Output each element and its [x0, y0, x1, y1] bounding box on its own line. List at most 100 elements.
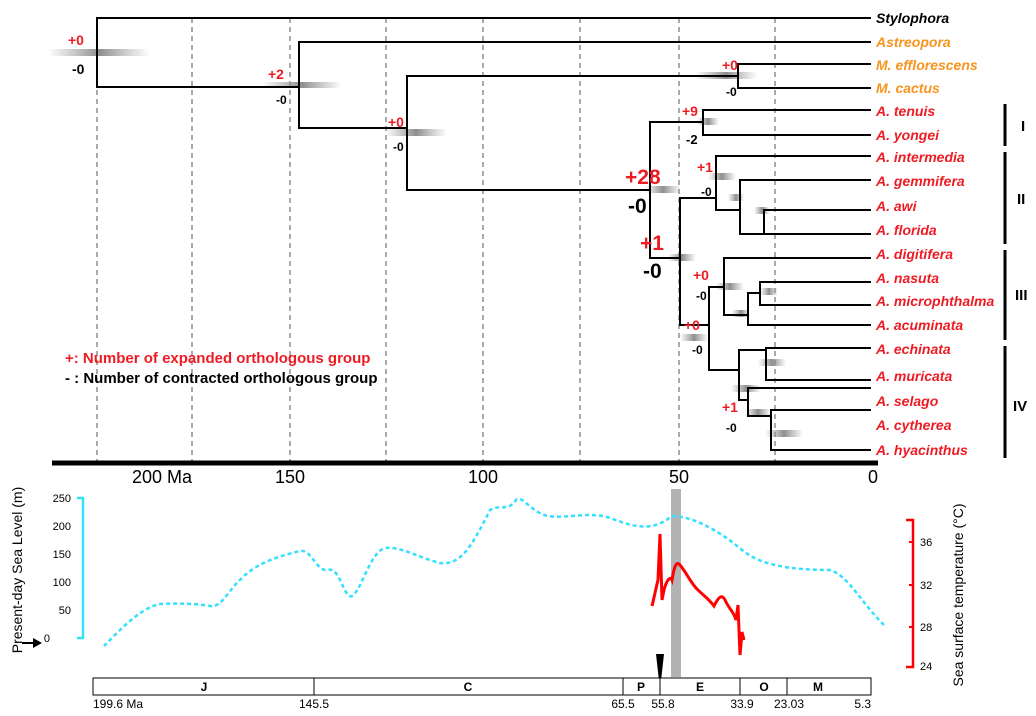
node-bar	[745, 409, 771, 416]
sea-level-tick-label: 250	[53, 493, 71, 505]
node-bar	[48, 49, 150, 56]
boundary-age: 145.5	[299, 697, 329, 711]
node-change-labels: +0 -0 +2 -0 +0 -0 +0 -0 +9 -2 +28 -0 +1 …	[68, 32, 738, 435]
clade-label: IV	[1013, 398, 1027, 415]
sst-curve	[650, 533, 746, 656]
node-bar	[728, 194, 744, 201]
expanded-count: +0	[693, 267, 709, 283]
contracted-count: -0	[276, 93, 287, 107]
boundary-age: 5.3	[854, 697, 871, 711]
period-label: P	[637, 680, 645, 694]
expanded-count: +0	[684, 317, 700, 333]
branch	[96, 17, 871, 88]
taxon-label: A. intermedia	[875, 149, 965, 165]
contracted-count: -0	[692, 343, 703, 357]
taxon-label: M. cactus	[876, 80, 940, 96]
branch	[737, 63, 871, 89]
taxon-label: A. yongei	[875, 127, 940, 143]
clade-label: I	[1021, 118, 1025, 135]
taxon-label: A. muricata	[875, 368, 952, 384]
clade-label: III	[1015, 287, 1028, 304]
event-highlight-band	[671, 489, 681, 677]
taxon-label: A. microphthalma	[875, 293, 994, 309]
clade-brackets: I II III IV	[1003, 104, 1028, 458]
time-axis: 200 Ma 150 100 50 0	[52, 460, 878, 487]
branch	[679, 197, 717, 326]
taxon-label: A. cytherea	[875, 417, 952, 433]
branch	[747, 292, 871, 326]
period-bar	[92, 677, 872, 696]
branch	[298, 41, 871, 129]
zero-level-arrow-head	[33, 638, 42, 648]
node-bar	[680, 334, 708, 341]
node-bar	[716, 283, 744, 290]
contracted-count: -0	[72, 61, 85, 77]
expanded-count: +9	[682, 103, 698, 119]
branch	[708, 286, 740, 371]
node-bar	[708, 173, 736, 180]
branch	[723, 257, 871, 316]
contracted-count: -0	[628, 195, 647, 218]
boundary-age: 65.5	[611, 697, 635, 711]
expanded-count: +2	[268, 66, 284, 82]
time-tick-label: 100	[468, 467, 498, 487]
branch	[406, 75, 739, 191]
branch	[649, 121, 704, 259]
taxon-label: Stylophora	[876, 10, 949, 26]
boundary-age: 55.8	[651, 697, 675, 711]
branch	[715, 155, 871, 211]
taxon-label: A. digitifera	[875, 246, 953, 262]
branch	[702, 109, 871, 136]
node-bar	[697, 118, 719, 125]
branch	[747, 387, 871, 417]
sea-level-curve	[103, 497, 886, 647]
taxon-label: A. hyacinthus	[875, 442, 968, 458]
clade-label: II	[1017, 191, 1025, 208]
expanded-count: +1	[697, 159, 713, 175]
taxon-label: A. florida	[875, 222, 937, 238]
contracted-count: -0	[726, 85, 737, 99]
taxon-label: A. nasuta	[875, 270, 939, 286]
expanded-count: +0	[388, 114, 404, 130]
sst-axis-line	[906, 518, 915, 669]
branch	[770, 409, 871, 451]
node-bar	[732, 310, 750, 317]
expanded-count: +28	[625, 166, 661, 189]
branch	[759, 281, 871, 306]
time-gridlines	[96, 18, 776, 462]
sst-tick-label: 36	[920, 537, 932, 549]
taxon-label: A. selago	[875, 393, 939, 409]
node-bar	[758, 359, 786, 366]
contracted-count: -2	[686, 132, 698, 147]
period-label: E	[696, 680, 704, 694]
taxon-label: Astreopora	[875, 34, 951, 50]
boundary-age: 33.9	[730, 697, 754, 711]
node-bar	[645, 186, 681, 193]
period-label: M	[813, 680, 823, 694]
taxon-label: A. echinata	[875, 341, 951, 357]
contracted-count: -0	[696, 289, 707, 303]
legend-contracted: - : Number of contracted orthologous gro…	[65, 370, 377, 387]
event-marker-arrow	[656, 654, 664, 690]
taxon-label: A. awi	[875, 198, 918, 214]
taxon-label: A. acuminata	[875, 317, 963, 333]
node-bar	[731, 385, 761, 392]
taxon-label: M. efflorescens	[876, 57, 978, 73]
node-bar	[262, 82, 342, 88]
node-bar	[668, 254, 696, 261]
legend: +: Number of expanded orthologous group …	[65, 350, 377, 387]
sea-level-tick-label: 100	[53, 577, 71, 589]
boundary-age: 199.6 Ma	[93, 697, 143, 711]
sea-level-tick-label: 50	[59, 605, 71, 617]
sea-level-axis-line	[77, 496, 85, 640]
node-bar	[385, 129, 447, 136]
expanded-count: +1	[722, 399, 738, 415]
sea-level-tick-label: 150	[53, 549, 71, 561]
expanded-count: +0	[722, 57, 738, 73]
sst-axis: 36 32 28 24 Sea surface temperature (°C)	[906, 503, 966, 687]
contracted-count: -0	[701, 185, 712, 199]
period-label: O	[759, 680, 768, 694]
contracted-count: -0	[393, 140, 404, 154]
tree-branches	[96, 17, 871, 451]
